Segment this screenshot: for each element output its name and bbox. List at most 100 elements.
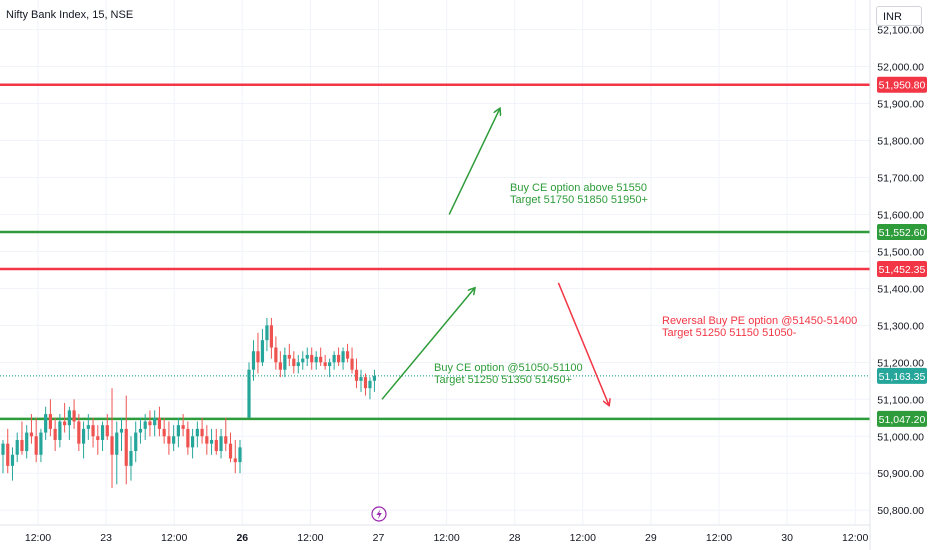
candle-body: [256, 351, 260, 363]
candlestick-series: [1, 317, 377, 489]
level-price-label: 51,452.35: [879, 264, 926, 276]
annotation-text: Reversal Buy PE option @51450-51400: [662, 315, 857, 327]
candle-body: [181, 425, 185, 429]
candle-body: [115, 432, 119, 455]
candle-body: [96, 436, 100, 440]
price-tick-label: 51,400.00: [877, 283, 924, 295]
candle-body: [124, 428, 128, 466]
candle-body: [372, 376, 377, 381]
candle-body: [138, 428, 143, 433]
price-tick-label: 50,800.00: [877, 505, 924, 517]
price-tick-label: 51,700.00: [877, 172, 924, 184]
annotation-text: Target 51250 51350 51450+: [434, 374, 572, 386]
time-tick-label: 12:00: [842, 532, 868, 544]
trend-arrows: [381, 109, 609, 405]
candle-body: [205, 436, 209, 444]
candle-body: [278, 362, 282, 370]
candle-body: [363, 377, 368, 389]
price-tick-label: 51,800.00: [877, 135, 924, 147]
candle-body: [176, 425, 180, 437]
candle-body: [337, 354, 341, 363]
candle-body: [200, 428, 204, 437]
currency-selector[interactable]: INR: [876, 6, 922, 26]
candle-body: [157, 417, 162, 429]
candle-body: [86, 425, 90, 429]
candle-body: [72, 410, 76, 422]
last-price-tag: [877, 367, 927, 384]
level-price-tag: [877, 410, 927, 427]
candle-body: [6, 443, 10, 466]
candle-body: [186, 428, 190, 448]
candle-body: [77, 421, 81, 444]
candle-body: [34, 436, 38, 455]
annotation-text: Buy CE option above 51550: [510, 182, 647, 194]
price-axis: 52,100.00 52,000.00 51,900.00 51,800.00 51,7…: [869, 0, 927, 550]
candle-body: [44, 414, 48, 433]
candle-body: [39, 432, 43, 455]
time-tick-label: 12:00: [706, 532, 732, 544]
candle-body: [48, 414, 52, 429]
candle-body: [129, 451, 133, 466]
candle-body: [209, 439, 214, 444]
candle-body: [314, 356, 318, 363]
level-price-tag: [877, 261, 927, 278]
candle-body: [269, 325, 273, 348]
candle-body: [191, 436, 195, 448]
candle-body: [274, 347, 278, 363]
level-price-tag: [877, 223, 927, 240]
price-tick-label: 51,300.00: [877, 320, 924, 332]
lightning-marker[interactable]: [371, 506, 387, 522]
trend-arrow-green: [448, 109, 499, 215]
price-tick-label: 51,600.00: [877, 209, 924, 221]
time-tick-label: 27: [373, 532, 385, 544]
time-tick-label: 23: [100, 532, 112, 544]
price-tick-label: 51,200.00: [877, 357, 924, 369]
annotation-text: Buy CE option @51050-51100: [434, 362, 583, 374]
candle-body: [292, 358, 296, 367]
candle-body: [354, 369, 359, 381]
candle-body: [332, 354, 336, 363]
candle-body: [214, 439, 218, 452]
time-tick-label: 28: [509, 532, 521, 544]
candle-body: [305, 354, 309, 359]
candle-body: [153, 417, 157, 426]
candle-body: [15, 439, 19, 455]
candle-body: [172, 436, 176, 444]
candle-body: [53, 428, 57, 440]
candle-body: [81, 428, 86, 444]
time-tick-label: 30: [781, 532, 793, 544]
last-price-label: 51,163.35: [879, 371, 926, 383]
time-tick-label: 26: [236, 532, 248, 544]
candle-body: [296, 362, 300, 367]
candle-body: [265, 325, 269, 341]
trend-arrow-red: [557, 282, 608, 405]
price-tick-label: 51,000.00: [877, 431, 924, 443]
candle-body: [319, 356, 323, 363]
level-price-label: 51,950.80: [879, 80, 926, 92]
candle-body: [1, 443, 5, 455]
time-tick-label: 29: [645, 532, 657, 544]
price-tick-label: 52,100.00: [877, 25, 924, 37]
candle-body: [143, 421, 147, 429]
price-tick-label: 50,900.00: [877, 468, 924, 480]
candle-body: [219, 436, 223, 452]
candle-body: [228, 443, 233, 459]
candle-body: [119, 428, 124, 433]
candle-body: [260, 340, 265, 363]
lightning-icon: [376, 509, 382, 520]
candle-body: [91, 425, 95, 437]
candle-body: [238, 447, 242, 463]
candle-body: [20, 439, 24, 452]
chart-title: Nifty Bank Index, 15, NSE: [6, 9, 134, 21]
candle-body: [195, 428, 199, 437]
candle-body: [10, 454, 15, 466]
price-tick-label: 51,500.00: [877, 246, 924, 258]
price-tick-label: 51,900.00: [877, 99, 924, 111]
candle-body: [67, 410, 71, 426]
candle-body: [100, 425, 105, 440]
candle-body: [287, 354, 291, 359]
price-tick-label: 51,100.00: [877, 394, 924, 406]
time-tick-label: 12:00: [25, 532, 51, 544]
candle-body: [328, 362, 332, 367]
